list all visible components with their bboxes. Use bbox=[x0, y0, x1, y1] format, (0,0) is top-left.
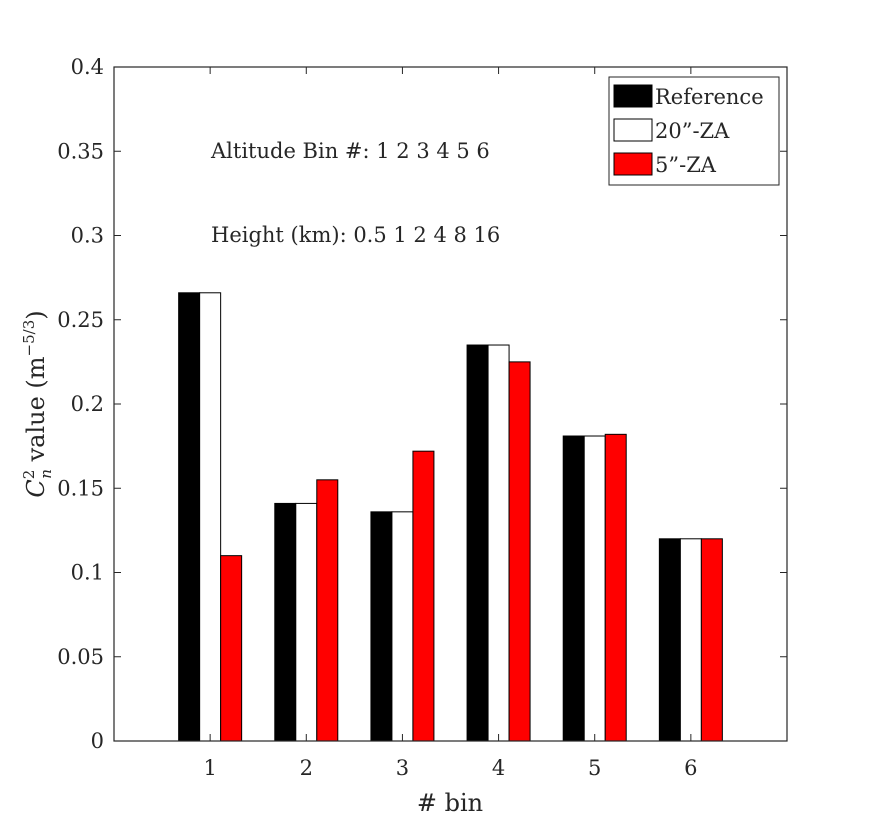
y-tick-label: 0.2 bbox=[71, 392, 104, 416]
bar-series3-bin6 bbox=[700, 538, 723, 742]
legend-entry-20za: 20”-ZA bbox=[613, 118, 730, 143]
bar-series2-bin6 bbox=[679, 538, 702, 742]
legend-entry-5za: 5”-ZA bbox=[613, 152, 717, 177]
bar-series1-bin5 bbox=[562, 435, 585, 742]
x-tick-label: 4 bbox=[492, 756, 505, 780]
bar-series2-bin3 bbox=[391, 511, 414, 742]
y-tick-label: 0.3 bbox=[71, 224, 104, 248]
legend-label-20za: 20”-ZA bbox=[655, 119, 730, 143]
x-tick-label: 2 bbox=[300, 756, 313, 780]
bar-series2-bin4 bbox=[487, 344, 510, 742]
x-tick-label: 3 bbox=[396, 756, 409, 780]
y-tick-label: 0.4 bbox=[71, 55, 104, 79]
x-axis-title: # bin bbox=[417, 789, 483, 817]
legend-swatch-reference bbox=[613, 84, 653, 108]
legend: Reference 20”-ZA 5”-ZA bbox=[608, 76, 780, 186]
y-axis-title: C2n value (m−5/3) bbox=[20, 310, 55, 497]
x-axis: 1 2 3 4 5 6 bbox=[203, 67, 698, 780]
y-tick-label: 0.35 bbox=[57, 139, 104, 163]
bar-series1-bin6 bbox=[658, 538, 681, 742]
bar-series1-bin3 bbox=[370, 511, 393, 742]
legend-swatch-20za bbox=[613, 118, 653, 142]
bar-series3-bin4 bbox=[508, 361, 531, 742]
y-tick-label: 0.15 bbox=[57, 476, 104, 500]
annotation-height: Height (km): 0.5 1 2 4 8 16 bbox=[211, 223, 500, 247]
legend-entry-reference: Reference bbox=[613, 84, 764, 109]
x-tick-label: 6 bbox=[684, 756, 697, 780]
y-tick-label: 0.1 bbox=[71, 561, 104, 585]
bar-series1-bin4 bbox=[466, 344, 489, 742]
bar-series2-bin5 bbox=[583, 435, 606, 742]
bars-group bbox=[178, 292, 723, 742]
bar-series3-bin3 bbox=[412, 450, 435, 742]
x-tick-label: 5 bbox=[588, 756, 601, 780]
annotation-altitude-bin: Altitude Bin #: 1 2 3 4 5 6 bbox=[210, 139, 490, 163]
bar-series3-bin5 bbox=[604, 433, 627, 742]
y-axis: 0 0.05 0.1 0.15 0.2 0.25 0.3 0.35 0.4 bbox=[57, 55, 787, 753]
bar-series1-bin2 bbox=[274, 502, 297, 742]
bar-series1-bin1 bbox=[178, 292, 201, 742]
bar-series3-bin2 bbox=[316, 479, 339, 742]
legend-label-5za: 5”-ZA bbox=[655, 153, 717, 177]
y-tick-label: 0.05 bbox=[57, 645, 104, 669]
bar-series2-bin1 bbox=[199, 292, 222, 742]
y-tick-label: 0.25 bbox=[57, 308, 104, 332]
y-tick-label: 0 bbox=[91, 729, 104, 753]
x-tick-label: 1 bbox=[203, 756, 216, 780]
bar-series2-bin2 bbox=[295, 502, 318, 742]
legend-label-reference: Reference bbox=[655, 85, 764, 109]
legend-swatch-5za bbox=[613, 152, 653, 176]
bar-series3-bin1 bbox=[220, 555, 243, 742]
